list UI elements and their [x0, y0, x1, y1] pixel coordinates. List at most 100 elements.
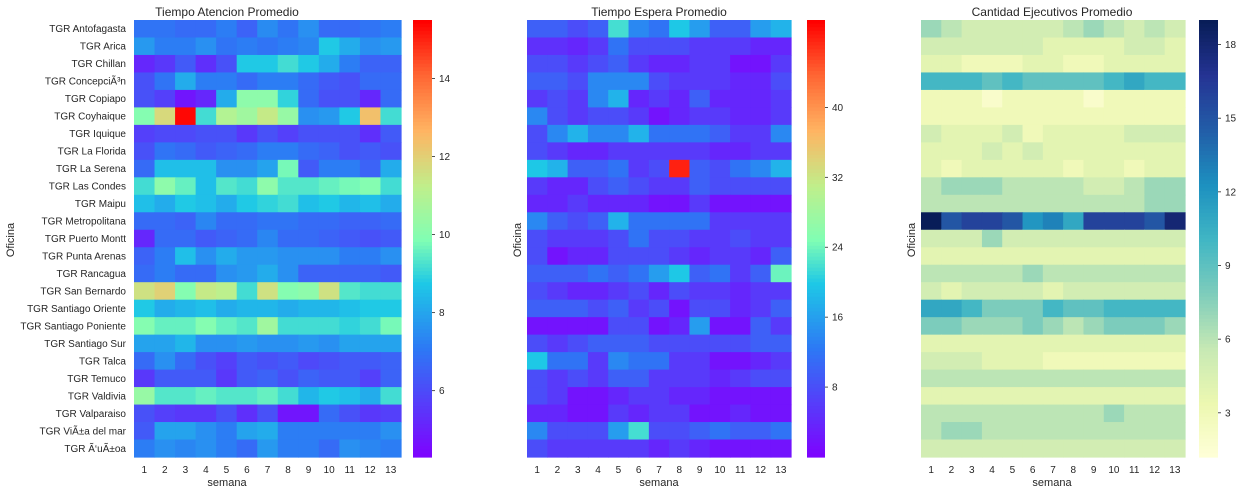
colorbar-segment [413, 238, 432, 243]
heatmap-cell [1144, 439, 1166, 458]
heatmap-cell [709, 404, 731, 423]
x-tick-label: 8 [677, 465, 683, 476]
x-axis-label-atencion: semana [207, 477, 247, 489]
colorbar-segment [413, 344, 432, 349]
heatmap-cell [587, 194, 609, 213]
heatmap-cell [277, 422, 299, 441]
colorbar-segment [1199, 121, 1218, 127]
colorbar-segment [413, 398, 432, 403]
heatmap-cell [1144, 282, 1166, 301]
heatmap-cell [709, 439, 731, 458]
heatmap-cell [730, 54, 751, 74]
heatmap-cell [961, 264, 983, 283]
heatmap-cell [216, 334, 238, 353]
colorbar-segment [1199, 107, 1218, 112]
heatmap-cell [134, 299, 156, 318]
heatmap-cell [921, 142, 942, 161]
colorbar-segment [413, 446, 432, 451]
heatmap-cell [628, 229, 650, 248]
colorbar-segment [1199, 307, 1218, 312]
heatmap-cell [961, 159, 983, 178]
heatmap-cell [669, 387, 691, 406]
colorbar-segment [807, 103, 825, 108]
heatmap-cell [154, 387, 176, 406]
y-tick-label: TGR Temuco [67, 374, 126, 385]
heatmap-cell [175, 177, 197, 196]
heatmap-cell [216, 194, 238, 213]
heatmap-cell [1022, 264, 1044, 283]
colorbar-segment [1199, 263, 1218, 269]
heatmap-cell [359, 107, 382, 126]
colorbar-segment [1199, 162, 1218, 167]
heatmap-cell [1164, 439, 1186, 458]
heatmap-cell [359, 422, 382, 441]
heatmap-cell [339, 282, 361, 301]
heatmap-cell [608, 107, 630, 126]
heatmap-cell [527, 352, 548, 371]
heatmap-cell [1103, 369, 1125, 388]
heatmap-cell [1002, 387, 1024, 406]
colorbar-segment [1199, 151, 1218, 156]
colorbar-segment [1199, 176, 1218, 181]
x-tick-label: 8 [285, 465, 291, 476]
colorbar-segment [807, 140, 825, 145]
heatmap-cell [175, 282, 197, 301]
heatmap-cell [380, 299, 402, 318]
heatmap-cell [318, 124, 340, 143]
x-tick-label: 11 [1129, 465, 1140, 476]
heatmap-cell [1042, 282, 1064, 301]
heatmap-cell [648, 177, 670, 196]
heatmap-cell [1124, 229, 1145, 248]
heatmap-cell [175, 422, 197, 441]
heatmap-cell [547, 247, 569, 266]
colorbar-segment [1199, 111, 1218, 116]
heatmap-cell [298, 107, 320, 126]
heatmap-cell [527, 422, 548, 441]
heatmap-cell [1083, 194, 1105, 213]
heatmap-cell [941, 72, 963, 91]
heatmap-cell [587, 387, 609, 406]
heatmap-cell [770, 177, 792, 196]
heatmap-cell [175, 247, 197, 266]
colorbar-segment [413, 278, 432, 283]
colorbar-segment [413, 435, 432, 440]
heatmap-cell [547, 142, 569, 161]
colorbar-segment [807, 435, 825, 440]
heatmap-cell [669, 124, 691, 143]
heatmap-cell [921, 247, 942, 266]
heatmap-cell [257, 264, 279, 283]
colorbar-segment [807, 129, 825, 134]
heatmap-cell [1002, 142, 1024, 161]
colorbar-segment [1199, 391, 1218, 396]
heatmap-cell [257, 159, 279, 178]
heatmap-cell [380, 422, 402, 441]
colorbar-segment [413, 293, 432, 298]
colorbar-segment [413, 49, 432, 54]
heatmap-cell [1002, 37, 1024, 56]
heatmap-cell [298, 317, 320, 336]
heatmap-cell [981, 439, 1003, 458]
colorbar-segment [1199, 231, 1218, 236]
heatmap-cells-ejecutivos [921, 20, 1186, 458]
heatmap-cell [277, 264, 299, 283]
heatmap-cell [236, 159, 258, 178]
colorbar-segment [807, 278, 825, 283]
heatmap-cell [750, 142, 772, 161]
heatmap-cell [709, 247, 731, 266]
colorbar-segment [413, 322, 432, 327]
heatmap-cell [961, 20, 983, 39]
heatmap-cell [339, 264, 361, 283]
heatmap-cell [689, 264, 711, 283]
heatmap-cell [567, 212, 589, 231]
heatmap-cell [339, 404, 361, 423]
colorbar-segment [807, 125, 825, 130]
x-tick-labels-espera: 1 2 3 4 5 6 7 8 9 10 11 12 13 [534, 465, 786, 476]
y-tick-label: TGR Punta Arenas [42, 251, 126, 262]
heatmap-cell [154, 159, 176, 178]
heatmap-cell [236, 212, 258, 231]
heatmap-cell [1002, 422, 1024, 441]
x-tick-label: 6 [244, 465, 250, 476]
heatmap-cell [318, 142, 340, 161]
colorbar-segment [807, 74, 825, 79]
heatmap-cell [689, 124, 711, 143]
